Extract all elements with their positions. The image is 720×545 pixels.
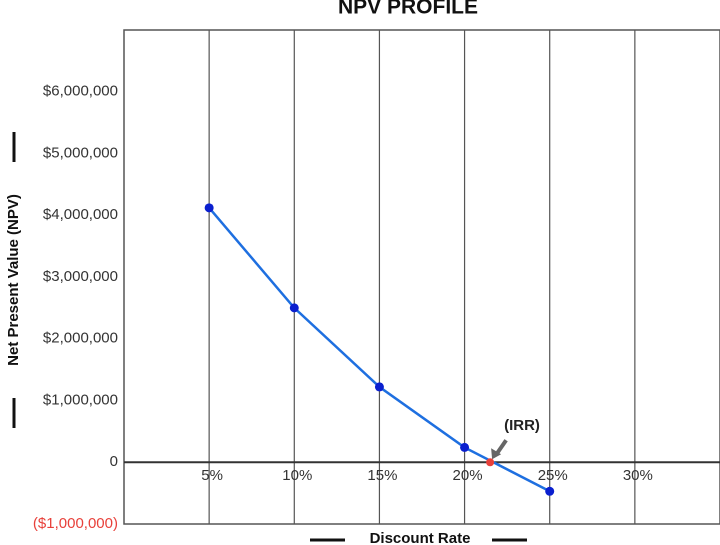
x-tick-label: 30%: [623, 467, 653, 484]
y-tick-label: $2,000,000: [43, 330, 118, 347]
x-tick-label: 25%: [538, 467, 568, 484]
x-tick-label: 15%: [367, 467, 397, 484]
x-tick-label: 20%: [453, 467, 483, 484]
y-tick-label: 0: [110, 453, 118, 470]
y-axis-title-group: Net Present Value (NPV): [5, 132, 22, 428]
x-axis-title: Discount Rate: [370, 530, 471, 545]
y-tick-label: $1,000,000: [43, 391, 118, 408]
chart-title: NPV PROFILE: [338, 0, 478, 19]
y-tick-label: $5,000,000: [43, 144, 118, 161]
x-tick-label: 5%: [201, 467, 223, 484]
irr-point: [486, 458, 495, 467]
irr-arrow: [495, 439, 508, 455]
point: [374, 382, 384, 392]
irr-label: (IRR): [504, 417, 540, 434]
y-tick-label: $3,000,000: [43, 268, 118, 285]
point: [460, 442, 470, 452]
y-axis-title: Net Present Value (NPV): [5, 194, 22, 366]
y-tick-label: ($1,000,000): [33, 515, 118, 532]
y-tick-label: $4,000,000: [43, 206, 118, 223]
point: [204, 203, 214, 213]
y-tick-label: $6,000,000: [43, 83, 118, 100]
point: [545, 486, 555, 496]
irr-arrow-head: [491, 448, 502, 460]
point: [289, 303, 299, 313]
x-tick-label: 10%: [282, 467, 312, 484]
plot-frame: [123, 29, 720, 525]
